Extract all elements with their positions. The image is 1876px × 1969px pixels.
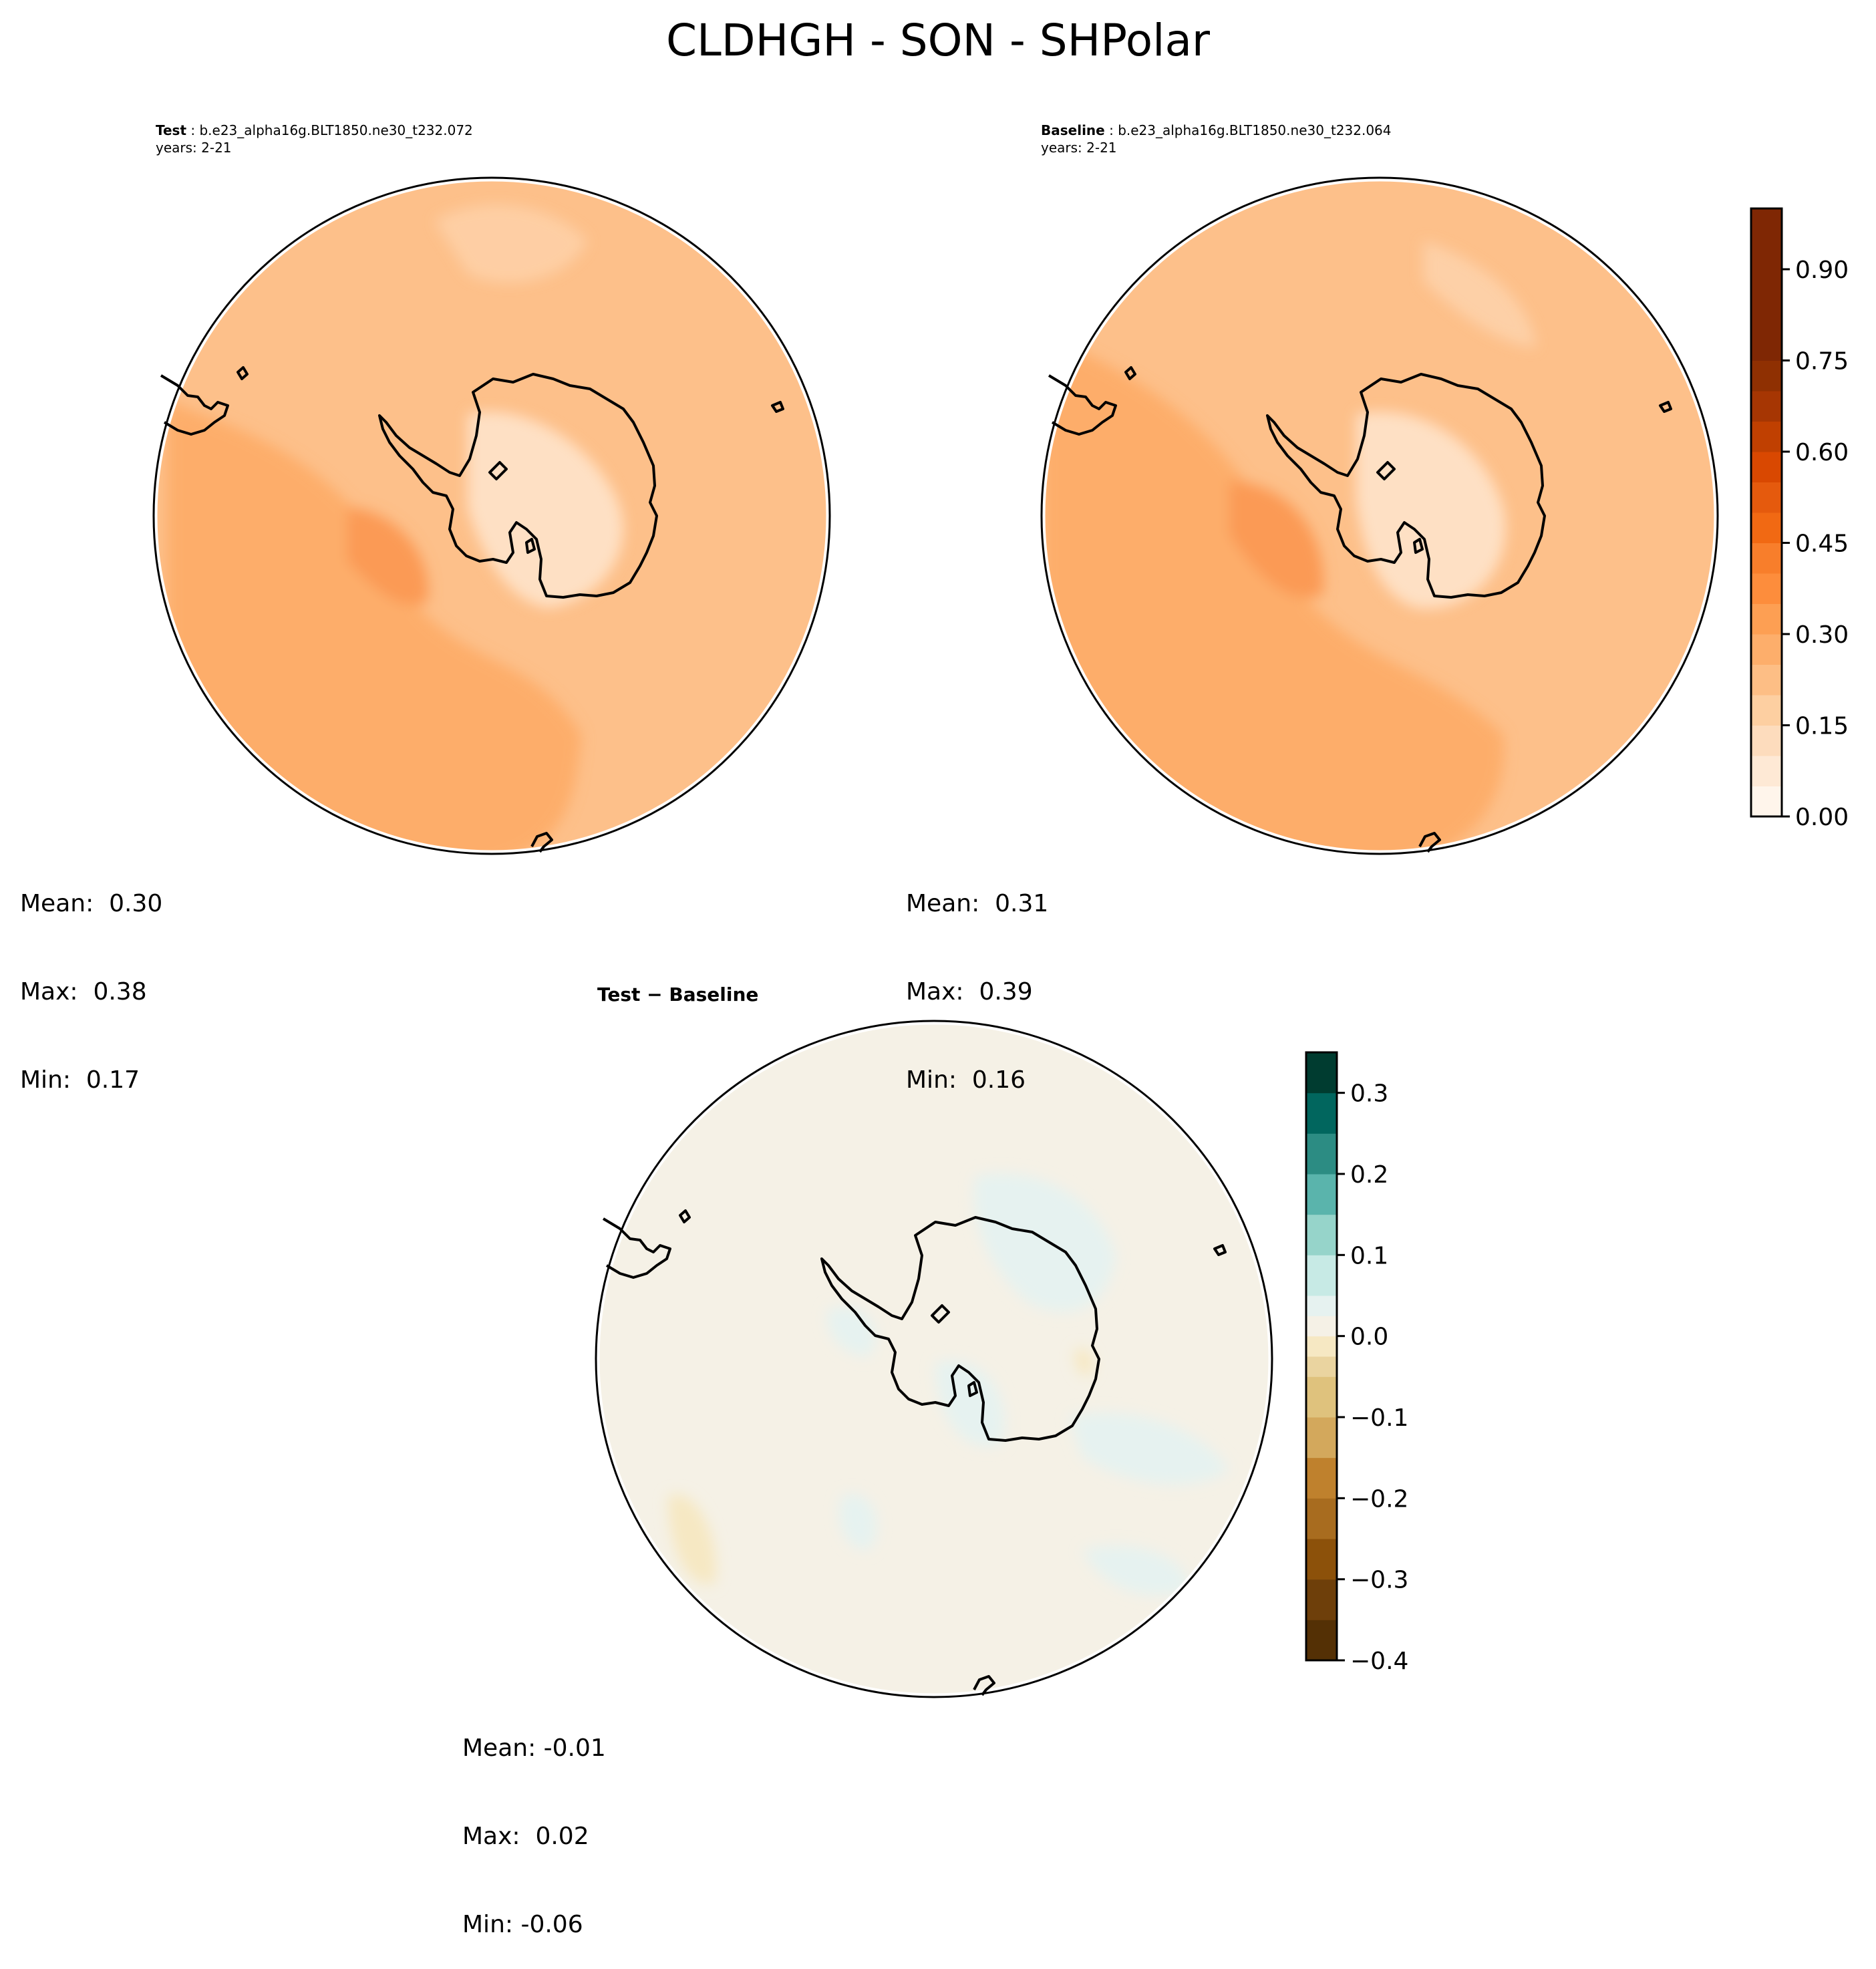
baseline-case-name: b.e23_alpha16g.BLT1850.ne30_t232.064	[1118, 122, 1392, 138]
baseline-weddell-sector	[1229, 481, 1323, 598]
difference-colorbar-segment	[1306, 1133, 1337, 1175]
difference-colorbar-segment	[1306, 1457, 1337, 1499]
test-map	[152, 176, 831, 855]
diff-positive-patch-6	[1082, 1545, 1189, 1596]
baseline-mean: Mean: 0.31	[906, 890, 1049, 917]
main-colorbar-segment	[1751, 634, 1782, 665]
main-colorbar-tick-label: 0.00	[1795, 804, 1849, 831]
difference-colorbar-tick-label: 0.3	[1350, 1080, 1388, 1108]
main-colorbar-segment	[1751, 421, 1782, 452]
test-min: Min: 0.17	[20, 1066, 140, 1094]
main-colorbar-frame	[1750, 207, 1783, 818]
difference-max: Max: 0.02	[462, 1823, 589, 1850]
difference-colorbar-segment	[1306, 1336, 1337, 1357]
difference-colorbar-segment	[1306, 1052, 1337, 1094]
difference-colorbar-segment	[1306, 1214, 1337, 1255]
difference-colorbar-frame	[1305, 1051, 1338, 1662]
difference-colorbar-segment	[1306, 1174, 1337, 1215]
difference-colorbar-tick-label: −0.3	[1350, 1567, 1408, 1594]
baseline-pacific-sector	[1044, 334, 1504, 852]
difference-colorbar-segment	[1306, 1498, 1337, 1539]
main-colorbar-segment	[1751, 695, 1782, 726]
difference-colorbar: 0.3 0.2 0.1 0.0 −0.1 −0.2 −0.3 −0.4	[1305, 1051, 1408, 1675]
test-upper-light-band	[434, 204, 588, 283]
baseline-stats: Mean: 0.31 Max: 0.39 Min: 0.16	[906, 830, 1048, 1124]
baseline-label: Baseline	[1041, 122, 1105, 138]
test-interior	[468, 412, 623, 608]
baseline-case-line: Baseline : b.e23_alpha16g.BLT1850.ne30_t…	[1041, 122, 1392, 138]
difference-colorbar-tick-label: 0.0	[1350, 1324, 1388, 1351]
main-colorbar-segment	[1751, 482, 1782, 513]
test-case-line: Test : b.e23_alpha16g.BLT1850.ne30_t232.…	[156, 122, 473, 138]
test-label: Test	[156, 122, 187, 138]
difference-colorbar-segment	[1306, 1255, 1337, 1296]
diff-positive-patch-3	[1069, 1412, 1229, 1485]
figure-title: CLDHGH - SON - SHPolar	[665, 15, 1211, 66]
main-colorbar-segment	[1751, 360, 1782, 392]
difference-colorbar-tick-label: −0.2	[1350, 1485, 1408, 1513]
difference-colorbar-segment	[1306, 1539, 1337, 1580]
difference-colorbar-tick-label: 0.1	[1350, 1242, 1388, 1269]
baseline-years: years: 2-21	[1041, 140, 1117, 156]
test-max: Max: 0.38	[20, 978, 147, 1006]
main-colorbar-tick-label: 0.15	[1795, 713, 1849, 740]
diff-negative-patch-2	[1074, 1348, 1094, 1376]
main-colorbar-segment	[1751, 512, 1782, 543]
baseline-map	[1040, 176, 1719, 855]
diff-positive-patch-4	[827, 1306, 876, 1356]
diff-negative-patch-1	[668, 1494, 716, 1585]
main-colorbar-segment	[1751, 391, 1782, 422]
main-colorbar-tick-label: 0.60	[1795, 439, 1849, 466]
difference-mean: Mean: -0.01	[462, 1734, 606, 1762]
difference-colorbar-segment	[1306, 1092, 1337, 1134]
baseline-light-streak	[1423, 241, 1537, 347]
difference-colorbar-segment	[1306, 1296, 1337, 1316]
test-pacific-sector	[167, 401, 581, 852]
difference-title: Test − Baseline	[597, 983, 759, 1006]
main-colorbar-segment	[1751, 725, 1782, 756]
difference-stats: Mean: -0.01 Max: 0.02 Min: -0.06	[462, 1675, 606, 1969]
main-colorbar-tick-label: 0.30	[1795, 621, 1849, 649]
test-case-name: b.e23_alpha16g.BLT1850.ne30_t232.072	[199, 122, 473, 138]
test-stats: Mean: 0.30 Max: 0.38 Min: 0.17	[20, 830, 162, 1124]
main-colorbar-segment	[1751, 208, 1782, 361]
difference-colorbar-segment	[1306, 1579, 1337, 1620]
main-colorbar-tick-label: 0.75	[1795, 348, 1849, 375]
baseline-max: Max: 0.39	[906, 978, 1033, 1006]
difference-colorbar-segment	[1306, 1376, 1337, 1418]
difference-colorbar-tick-label: 0.2	[1350, 1161, 1388, 1189]
main-colorbar-segment	[1751, 573, 1782, 604]
test-years: years: 2-21	[156, 140, 232, 156]
main-colorbar-tick-label: 0.45	[1795, 531, 1849, 558]
diff-positive-patch-5	[839, 1494, 877, 1550]
test-weddell-sector	[347, 508, 428, 605]
difference-colorbar-segment	[1306, 1620, 1337, 1661]
difference-map-background	[598, 1023, 1270, 1695]
main-colorbar: 0.00 0.15 0.30 0.45 0.60 0.75 0.90	[1750, 207, 1849, 831]
main-colorbar-segment	[1751, 786, 1782, 817]
baseline-min: Min: 0.16	[906, 1066, 1026, 1094]
baseline-interior	[1356, 412, 1506, 609]
main-colorbar-segment	[1751, 603, 1782, 635]
difference-colorbar-tick-label: −0.1	[1350, 1404, 1408, 1432]
main-colorbar-segment	[1751, 452, 1782, 482]
difference-colorbar-segment	[1306, 1316, 1337, 1337]
main-colorbar-segment	[1751, 543, 1782, 574]
difference-colorbar-segment	[1306, 1417, 1337, 1459]
main-colorbar-segment	[1751, 756, 1782, 786]
difference-map	[595, 1020, 1273, 1698]
maps-canvas: 0.000.150.300.450.600.750.90 0.30.20.10.…	[152, 176, 1849, 1698]
test-mean: Mean: 0.30	[20, 890, 163, 917]
main-colorbar-tick-label: 0.90	[1795, 257, 1849, 284]
difference-colorbar-tick-label: −0.4	[1350, 1648, 1408, 1675]
main-colorbar-segment	[1751, 664, 1782, 696]
difference-min: Min: -0.06	[462, 1911, 583, 1938]
difference-colorbar-segment	[1306, 1356, 1337, 1377]
